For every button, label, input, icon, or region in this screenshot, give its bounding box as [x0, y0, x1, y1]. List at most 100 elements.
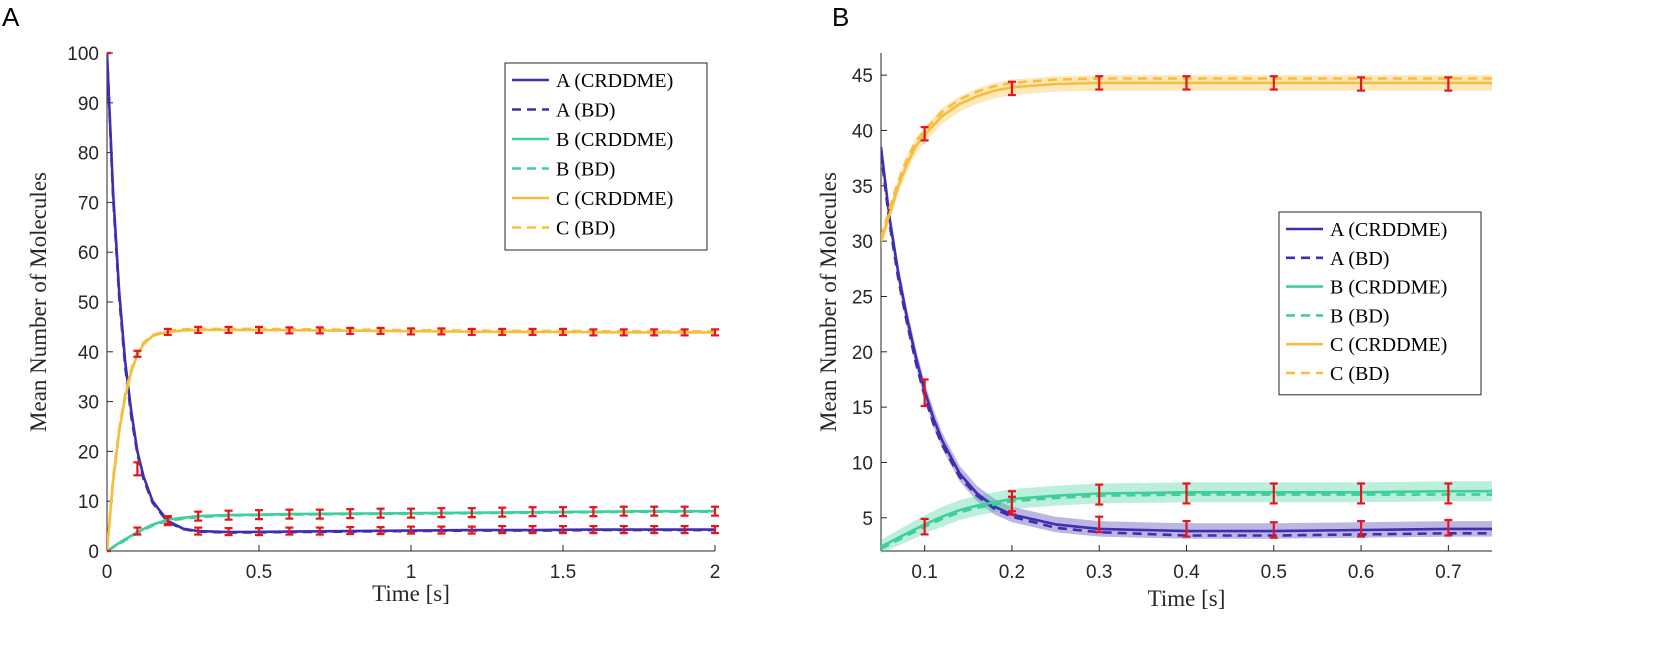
panel-a-y-tick-label: 90 — [78, 94, 99, 115]
panel-a-series-a-dashed — [107, 52, 715, 534]
panel-a-errorbar-b — [559, 506, 567, 518]
panel-a-errorbar-c — [346, 326, 355, 335]
panel-a-legend-label: A (CRDDME) — [556, 70, 673, 92]
panel-b-series-c-dashed — [881, 77, 1492, 239]
panel-a-errorbar-a — [376, 525, 385, 536]
panel-a-errorbar-b — [467, 507, 476, 519]
panel-b-errorbar-b — [1269, 482, 1278, 505]
panel-a-legend-label: C (CRDDME) — [556, 188, 673, 210]
panel-a-errorbar-a — [346, 525, 355, 536]
panel-a-x-axis-title: Time [s] — [372, 581, 450, 606]
panel-a-y-tick-label: 40 — [78, 343, 99, 364]
panel-b-legend-label: A (CRDDME) — [1330, 219, 1447, 241]
panel-a-plot-area — [107, 51, 719, 553]
panel-a-x-tick-label: 0 — [102, 562, 113, 583]
panel-a-y-tick-label: 10 — [78, 492, 99, 513]
panel-a-errorbar-c — [498, 327, 507, 336]
panel-a-errorbar-c — [437, 327, 446, 336]
panel-a-y-tick-label: 50 — [78, 293, 99, 314]
panel-a-errorbar-c — [528, 327, 537, 336]
panel-a-y-axis-title: Mean Number of Molecules — [26, 172, 51, 432]
panel-a-errorbar-a — [133, 461, 142, 477]
panel-a-errorbar-a — [285, 526, 294, 536]
panel-b-errorbar-a — [920, 378, 929, 408]
panel-b-errorbar-b — [1182, 482, 1191, 505]
panel-b-x-tick-label: 0.4 — [1173, 562, 1200, 583]
panel-a-x-tick-label: 1.5 — [550, 562, 576, 583]
panel-a-errorbar-a — [437, 525, 446, 535]
panel-a-errorbar-b — [315, 508, 324, 520]
panel-a-errorbar-c — [589, 328, 598, 337]
panel-a-y-tick-label: 30 — [78, 393, 99, 414]
panel-a-errorbar-c — [407, 327, 415, 336]
panel-a-errorbar-a — [619, 524, 628, 535]
panel-a-errorbar-c — [559, 327, 567, 336]
panel-a-errorbar-a — [559, 524, 567, 535]
panel-a-errorbar-b — [163, 515, 172, 526]
panel-a-errorbar-b — [437, 507, 446, 519]
panel-b-errorbar-a — [1357, 520, 1366, 538]
panel-b-errorbar-c — [1007, 80, 1016, 97]
panel-a-errorbar-a — [224, 526, 233, 537]
panel-a-errorbar-a — [315, 526, 324, 536]
panel-b-x-tick-label: 0.2 — [999, 562, 1025, 583]
panel-b-legend-box — [1278, 211, 1482, 396]
panel-a-errorbar-c — [133, 349, 142, 358]
panel-b-x-axis-title: Time [s] — [1148, 586, 1226, 611]
panel-b-errorbar-b — [1095, 483, 1104, 506]
panel-b-legend-label: B (CRDDME) — [1330, 277, 1447, 299]
panel-b-errorbar-b — [1007, 490, 1016, 513]
panel-b-y-tick-label: 15 — [852, 398, 873, 419]
panel-a-legend-label: C (BD) — [556, 218, 615, 240]
panel-b-errorbar-c — [1444, 76, 1453, 92]
panel-a-legend-label: B (CRDDME) — [556, 129, 673, 151]
panel-a-y-tick-label: 80 — [78, 144, 99, 165]
panel-a-errorbar-a — [589, 524, 598, 535]
panel-a-errorbar-b — [619, 505, 628, 517]
panel-a-errorbar-b — [528, 506, 537, 518]
panel-a-errorbar-a — [467, 525, 476, 535]
panel-b-y-tick-label: 45 — [852, 66, 873, 87]
panel-a-errorbar-c — [650, 328, 659, 337]
panel-a-errorbar-a — [498, 524, 507, 535]
panel-a-y-tick-label: 60 — [78, 243, 99, 264]
panel-a-errorbar-a — [680, 524, 689, 535]
panel-a-errorbar-c — [285, 326, 294, 335]
panel-b-errorbar-b — [1357, 482, 1366, 505]
panel-a-errorbar-c — [255, 325, 263, 334]
panel-b-errorbar-c — [1357, 76, 1366, 92]
panel-b-errorbar-a — [1269, 521, 1278, 539]
panel-a-errorbar-a — [650, 524, 659, 535]
panel-b-errorbar-a — [1444, 518, 1453, 537]
panel-b-legend: A (CRDDME) A (BD) B (CRDDME) B (BD) C (CRDDM… — [1278, 211, 1482, 396]
panel-a-errorbar-c — [711, 328, 719, 337]
panel-a: A 0 10 20 30 40 50 60 70 80 90 100 0 0.5 1 1.5 2 Time [s… — [2, 2, 720, 606]
panel-a-errorbar-b — [407, 507, 415, 519]
panel-b-plot-area — [881, 75, 1492, 554]
panel-a-y-tick-label: 100 — [67, 44, 99, 65]
panel-b-y-tick-label: 30 — [852, 232, 873, 253]
panel-b-errorbar-c — [1182, 75, 1191, 91]
panel-a-errorbar-a — [255, 526, 263, 537]
panel-a-y-tick-label: 20 — [78, 442, 99, 463]
panel-a-series-b-dashed — [107, 510, 715, 553]
panel-b-y-tick-label: 35 — [852, 177, 873, 198]
panel-a-errorbar-c — [467, 327, 476, 336]
panel-b-y-tick-label: 25 — [852, 287, 873, 308]
panel-a-errorbar-c — [315, 326, 324, 335]
panel-b-x-tick-label: 0.3 — [1086, 562, 1112, 583]
panel-a-errorbar-a — [407, 525, 415, 535]
panel-b-x-tick-label: 0.7 — [1435, 562, 1461, 583]
panel-a-legend-label: A (BD) — [556, 100, 615, 122]
panel-a-errorbar-c — [224, 325, 233, 334]
panel-a-errorbar-a — [194, 526, 203, 536]
panel-b-legend-label: B (BD) — [1330, 305, 1389, 327]
panel-b: B 5 10 15 20 25 30 35 40 45 0.1 0.2 0.3 0.4 0.5 0.6 0.7… — [816, 2, 1492, 611]
panel-b-errorbar-c — [1095, 75, 1104, 91]
panel-a-errorbar-a — [528, 524, 537, 535]
panel-a-errorbar-b — [650, 505, 659, 517]
panel-a-errorbar-b — [680, 505, 689, 517]
panel-b-y-tick-label: 40 — [852, 121, 873, 142]
panel-a-errorbar-b — [376, 507, 385, 519]
panel-b-x-tick-label: 0.5 — [1261, 562, 1287, 583]
